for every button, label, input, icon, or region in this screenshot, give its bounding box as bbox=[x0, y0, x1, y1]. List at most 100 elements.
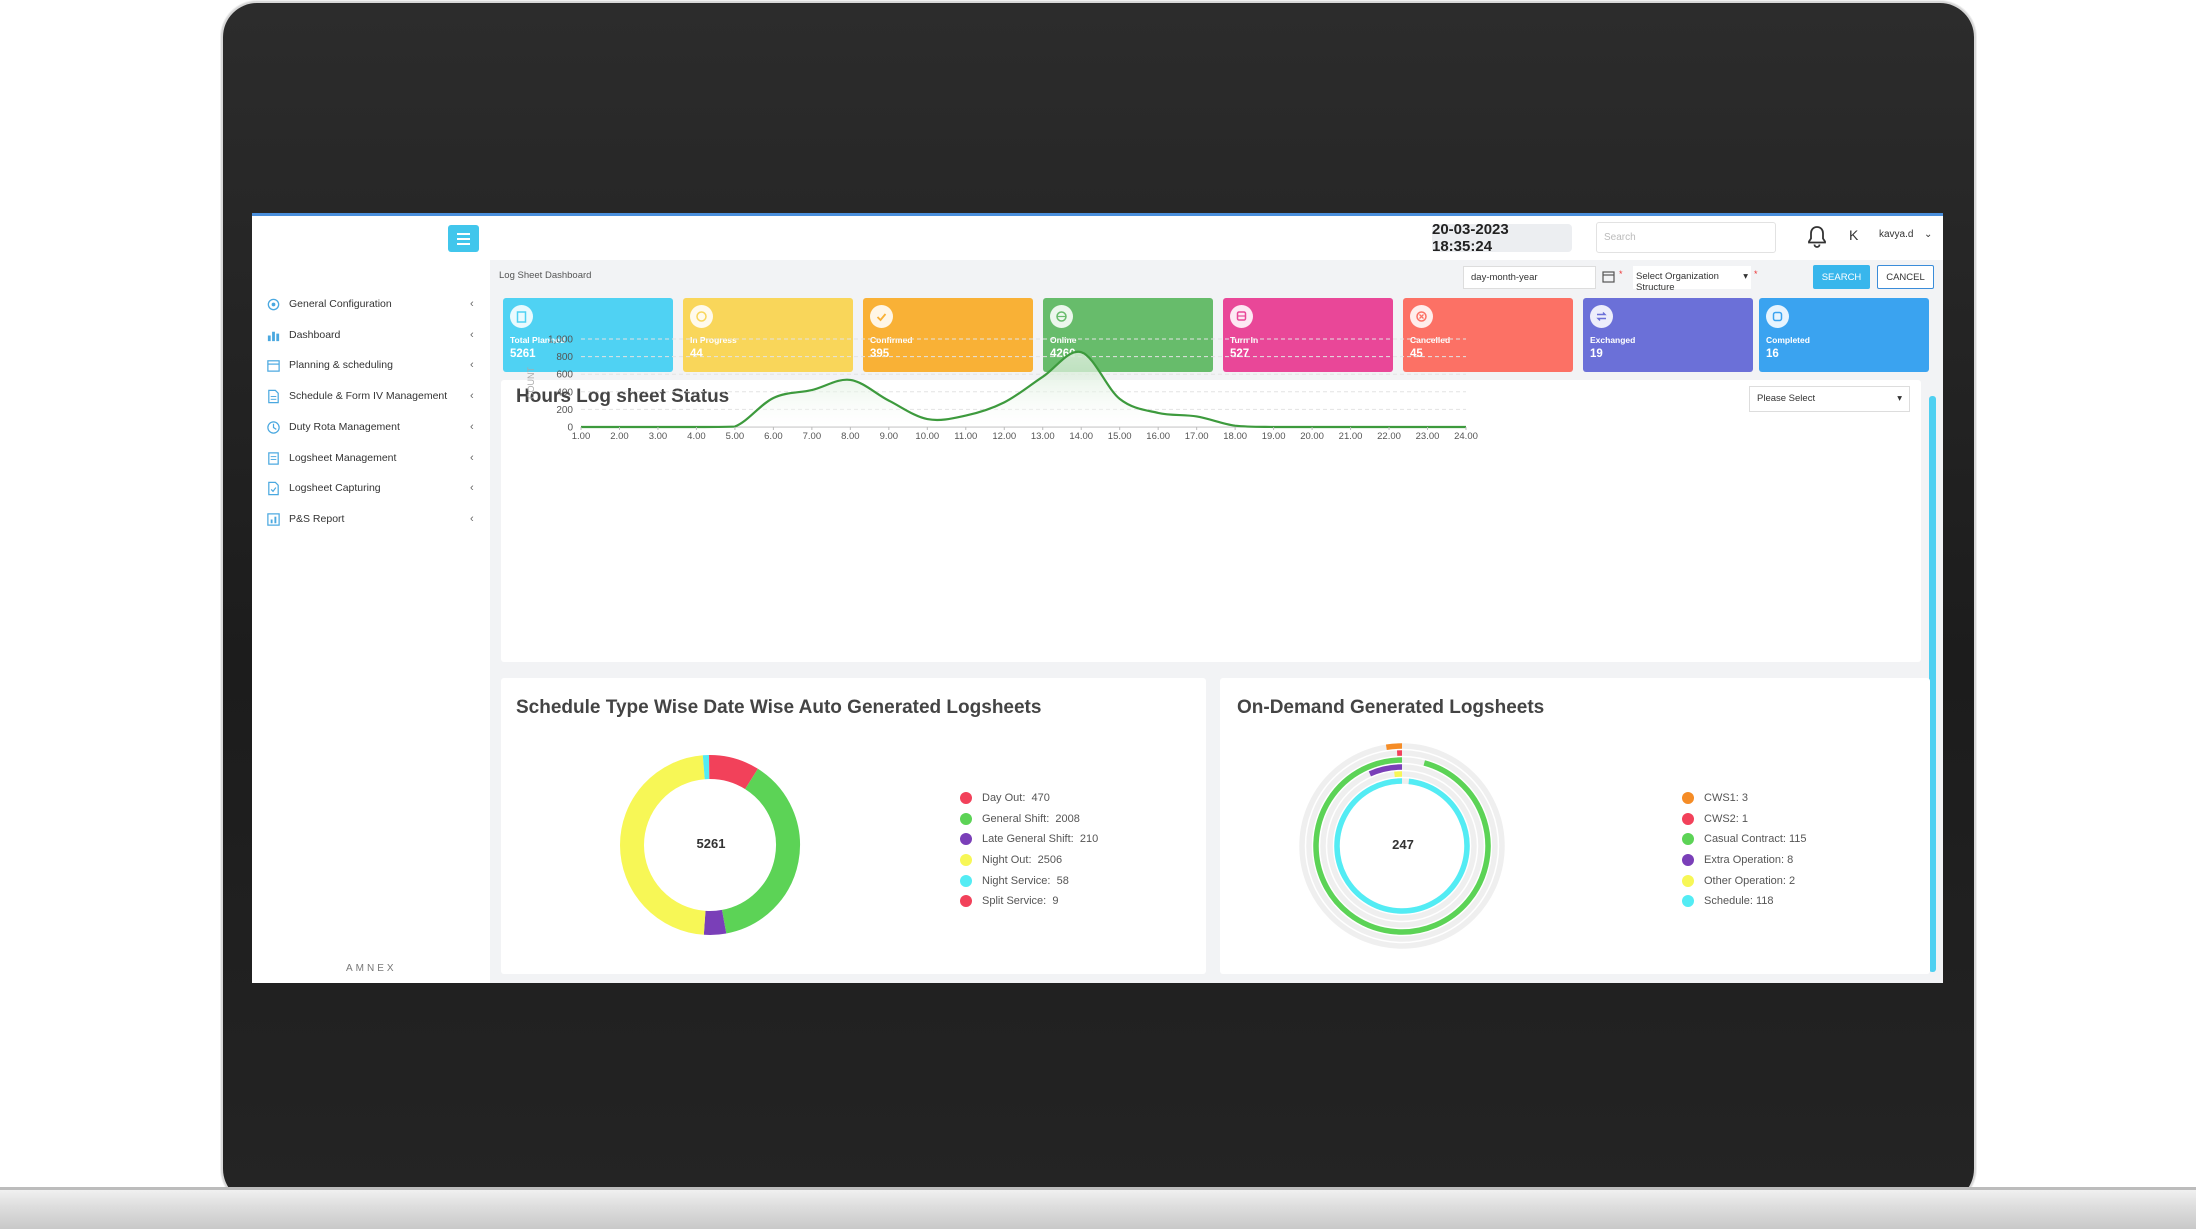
legend-item[interactable]: CWS1: 3 bbox=[1682, 788, 1807, 809]
card-label: Online bbox=[1050, 335, 1077, 345]
legend-dot bbox=[960, 895, 972, 908]
card-label: Completed bbox=[1766, 335, 1810, 345]
x-tick-label: 12.00 bbox=[992, 431, 1016, 442]
chevron-left-icon: ‹ bbox=[470, 390, 474, 402]
logsheet-icon bbox=[268, 451, 279, 465]
sidebar-item-label: Schedule & Form IV Management bbox=[289, 390, 448, 402]
sidebar-item-dashboard[interactable]: Dashboard ‹ bbox=[266, 325, 478, 345]
chevron-down-icon[interactable]: ⌄ bbox=[1924, 229, 1933, 240]
chevron-left-icon: ‹ bbox=[470, 359, 474, 371]
sidebar-item-logsheet-capturing[interactable]: Logsheet Capturing ‹ bbox=[266, 478, 478, 498]
sidebar-item-label: Dashboard bbox=[289, 329, 341, 341]
cancel-icon bbox=[1410, 305, 1433, 328]
search-placeholder: Search bbox=[1604, 232, 1636, 243]
card-completed[interactable]: Completed 16 bbox=[1759, 298, 1929, 372]
legend-label: Extra Operation: bbox=[1704, 854, 1785, 867]
card-value: 5261 bbox=[510, 348, 536, 360]
x-tick-label: 21.00 bbox=[1339, 431, 1363, 442]
sidebar-item-general-configuration[interactable]: General Configuration ‹ bbox=[266, 294, 478, 314]
required-mark: * bbox=[1754, 269, 1758, 279]
x-tick-label: 10.00 bbox=[915, 431, 939, 442]
y-axis-label: COUNT bbox=[526, 367, 536, 399]
sidebar-item-planning-scheduling[interactable]: Planning & scheduling ‹ bbox=[266, 355, 478, 375]
ondemand-panel-title: On-Demand Generated Logsheets bbox=[1237, 697, 1545, 718]
laptop-base bbox=[0, 1187, 2196, 1229]
card-label: Exchanged bbox=[1590, 335, 1636, 345]
date-field[interactable]: day-month-year bbox=[1463, 266, 1596, 289]
ondemand-total: 247 bbox=[1392, 837, 1414, 852]
card-total-planned[interactable]: Total Planned 5261 bbox=[503, 298, 673, 372]
y-tick-label: 400 bbox=[556, 387, 573, 398]
chevron-left-icon: ‹ bbox=[470, 329, 474, 341]
organization-select[interactable]: Select Organization Structure ▾ bbox=[1633, 266, 1751, 293]
completed-icon bbox=[1766, 305, 1789, 328]
sidebar-item-duty-rota[interactable]: Duty Rota Management ‹ bbox=[266, 417, 478, 437]
cancel-button[interactable]: CANCEL bbox=[1877, 265, 1934, 289]
x-tick-label: 13.00 bbox=[1031, 431, 1055, 442]
legend-item[interactable]: General Shift: 2008 bbox=[960, 809, 1098, 830]
chevron-left-icon: ‹ bbox=[470, 513, 474, 525]
legend-item[interactable]: Split Service: 9 bbox=[960, 891, 1098, 912]
bell-icon[interactable] bbox=[1807, 225, 1827, 249]
y-tick-label: 0 bbox=[567, 423, 573, 434]
x-tick-label: 4.00 bbox=[687, 431, 706, 442]
legend-item[interactable]: Schedule: 118 bbox=[1682, 891, 1807, 912]
legend-item[interactable]: CWS2: 1 bbox=[1682, 809, 1807, 830]
breadcrumb: Log Sheet Dashboard bbox=[499, 270, 592, 281]
hours-filter-select[interactable]: Please Select ▾ bbox=[1749, 386, 1910, 412]
card-confirmed[interactable]: Confirmed 395 bbox=[863, 298, 1033, 372]
bus-icon bbox=[1230, 305, 1253, 328]
sidebar-item-label: Logsheet Capturing bbox=[289, 482, 381, 494]
x-tick-label: 3.00 bbox=[649, 431, 668, 442]
legend-item[interactable]: Late General Shift: 210 bbox=[960, 829, 1098, 850]
chevron-left-icon: ‹ bbox=[470, 452, 474, 464]
card-cancelled[interactable]: Cancelled 45 bbox=[1403, 298, 1573, 372]
search-button[interactable]: SEARCH bbox=[1813, 265, 1870, 289]
scrollbar[interactable] bbox=[1929, 396, 1936, 972]
legend-dot bbox=[1682, 792, 1694, 805]
chevron-left-icon: ‹ bbox=[470, 421, 474, 433]
legend-item[interactable]: Night Out: 2506 bbox=[960, 850, 1098, 871]
card-turn-in[interactable]: Turn In 527 bbox=[1223, 298, 1393, 372]
x-tick-label: 8.00 bbox=[841, 431, 860, 442]
card-in-progress[interactable]: In Progress 44 bbox=[683, 298, 853, 372]
search-input[interactable]: Search bbox=[1596, 222, 1776, 253]
legend-item[interactable]: Casual Contract: 115 bbox=[1682, 829, 1807, 850]
x-tick-label: 22.00 bbox=[1377, 431, 1401, 442]
sidebar-item-ps-report[interactable]: P&S Report ‹ bbox=[266, 509, 478, 529]
menu-toggle-button[interactable] bbox=[448, 225, 479, 252]
card-exchanged[interactable]: Exchanged 19 bbox=[1583, 298, 1753, 372]
card-label: Turn In bbox=[1230, 335, 1259, 345]
legend-value: 2 bbox=[1789, 874, 1796, 887]
legend-item[interactable]: Extra Operation: 8 bbox=[1682, 850, 1807, 871]
company-logo: AMNEX bbox=[346, 963, 397, 974]
schedule-donut-chart bbox=[620, 755, 800, 935]
x-tick-label: 19.00 bbox=[1262, 431, 1286, 442]
sidebar-item-label: Logsheet Management bbox=[289, 452, 397, 464]
legend-value: 470 bbox=[1031, 792, 1050, 805]
calendar-icon[interactable] bbox=[1602, 270, 1615, 283]
legend-dot bbox=[960, 792, 972, 805]
username[interactable]: kavya.d bbox=[1879, 229, 1914, 240]
x-tick-label: 11.00 bbox=[954, 431, 977, 442]
legend-dot bbox=[960, 812, 972, 825]
legend-label: Day Out: bbox=[982, 792, 1026, 805]
legend-value: 1 bbox=[1741, 812, 1749, 825]
hours-filter-value: Please Select bbox=[1757, 393, 1816, 404]
sidebar-item-schedule-form-iv[interactable]: Schedule & Form IV Management ‹ bbox=[266, 386, 478, 406]
avatar[interactable]: K bbox=[1849, 227, 1859, 243]
clipboard-icon bbox=[510, 305, 533, 328]
pie-slice bbox=[709, 755, 758, 790]
legend-item[interactable]: Day Out: 470 bbox=[960, 788, 1098, 809]
series-line bbox=[581, 350, 1466, 429]
sidebar: General Configuration ‹ Dashboard ‹ Plan… bbox=[252, 260, 490, 983]
check-icon bbox=[870, 305, 893, 328]
sidebar-item-logsheet-management[interactable]: Logsheet Management ‹ bbox=[266, 448, 478, 468]
progress-icon bbox=[690, 305, 713, 328]
legend-value: 115 bbox=[1789, 833, 1807, 846]
card-label: Total Planned bbox=[510, 335, 566, 345]
legend-item[interactable]: Night Service: 58 bbox=[960, 870, 1098, 891]
report-icon bbox=[267, 512, 280, 526]
legend-item[interactable]: Other Operation: 2 bbox=[1682, 870, 1807, 891]
